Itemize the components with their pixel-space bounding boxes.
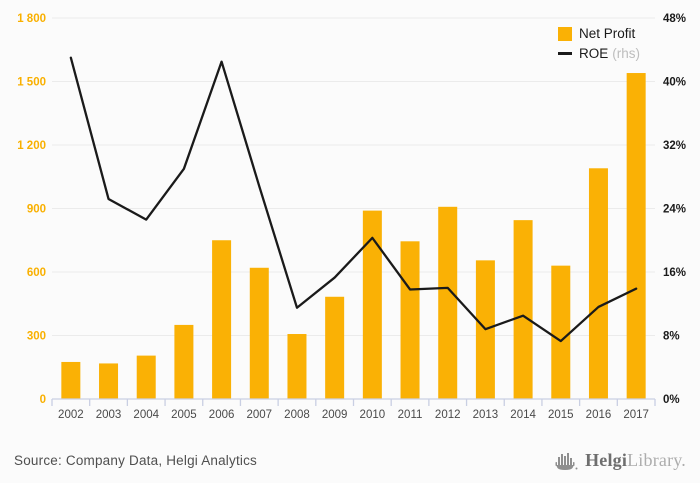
svg-text:2002: 2002 bbox=[58, 409, 84, 421]
helgi-library-logo: HelgiLibrary. bbox=[555, 450, 686, 472]
bar-2002 bbox=[61, 361, 81, 399]
svg-text:2010: 2010 bbox=[360, 409, 386, 421]
legend-item-net-profit: Net Profit bbox=[558, 26, 640, 41]
svg-text:2013: 2013 bbox=[473, 409, 499, 421]
roe-line-swatch-icon bbox=[558, 52, 572, 55]
roe-line bbox=[69, 56, 638, 343]
svg-text:2004: 2004 bbox=[133, 409, 159, 421]
net-profit-roe-chart: 0 300 600 900 1 200 1 500 1 800 0% 8% 16% 24% 32% 40… bbox=[17, 13, 686, 421]
legend-item-roe: ROE (rhs) bbox=[558, 46, 640, 61]
bar-2006 bbox=[212, 240, 232, 399]
bar-2015 bbox=[551, 265, 571, 399]
logo-text: HelgiLibrary. bbox=[585, 450, 686, 470]
svg-text:2014: 2014 bbox=[510, 409, 536, 421]
svg-text:40%: 40% bbox=[663, 77, 686, 89]
bar-2011 bbox=[400, 241, 420, 399]
chart-area: 0 300 600 900 1 200 1 500 1 800 0% 8% 16% 24% 32% 40… bbox=[17, 13, 686, 421]
svg-text:32%: 32% bbox=[663, 140, 686, 152]
bar-2010 bbox=[362, 210, 382, 399]
bar-2016 bbox=[588, 168, 608, 399]
svg-text:2011: 2011 bbox=[398, 409, 423, 421]
svg-text:2003: 2003 bbox=[96, 409, 122, 421]
svg-text:2017: 2017 bbox=[623, 409, 649, 421]
svg-text:8%: 8% bbox=[663, 331, 680, 343]
legend-roe-rhs: (rhs) bbox=[612, 46, 641, 61]
bar-2008 bbox=[287, 334, 307, 399]
source-text: Source: Company Data, Helgi Analytics bbox=[14, 453, 258, 468]
bar-2007 bbox=[249, 267, 269, 399]
svg-text:2007: 2007 bbox=[246, 409, 272, 421]
footer: Source: Company Data, Helgi Analytics He… bbox=[0, 438, 700, 483]
svg-text:24%: 24% bbox=[663, 204, 686, 216]
bar-2003 bbox=[99, 363, 119, 399]
svg-text:1 800: 1 800 bbox=[17, 13, 46, 25]
svg-text:1 200: 1 200 bbox=[17, 140, 46, 152]
bar-2009 bbox=[325, 296, 345, 399]
svg-text:2009: 2009 bbox=[322, 409, 348, 421]
bar-2004 bbox=[136, 355, 156, 399]
svg-text:600: 600 bbox=[27, 267, 46, 279]
svg-text:1 500: 1 500 bbox=[17, 77, 46, 89]
svg-text:2006: 2006 bbox=[209, 409, 235, 421]
bar-2005 bbox=[174, 324, 194, 399]
svg-text:300: 300 bbox=[27, 331, 46, 343]
svg-text:2012: 2012 bbox=[435, 409, 461, 421]
bar-2014 bbox=[513, 220, 533, 399]
ship-bar-chart-icon bbox=[555, 452, 578, 470]
legend-net-profit-label: Net Profit bbox=[579, 26, 636, 41]
svg-text:2016: 2016 bbox=[586, 409, 612, 421]
svg-text:2015: 2015 bbox=[548, 409, 574, 421]
legend: Net Profit ROE (rhs) bbox=[558, 26, 640, 61]
svg-text:48%: 48% bbox=[663, 13, 686, 25]
net-profit-swatch-icon bbox=[558, 26, 572, 41]
svg-text:2005: 2005 bbox=[171, 409, 197, 421]
legend-roe-label: ROE (rhs) bbox=[579, 46, 641, 61]
svg-text:0%: 0% bbox=[663, 394, 680, 406]
bar-2017 bbox=[626, 73, 646, 400]
svg-text:0: 0 bbox=[40, 394, 46, 406]
svg-text:900: 900 bbox=[27, 204, 46, 216]
bar-2012 bbox=[438, 206, 458, 399]
svg-text:2008: 2008 bbox=[284, 409, 310, 421]
svg-text:16%: 16% bbox=[663, 267, 686, 279]
